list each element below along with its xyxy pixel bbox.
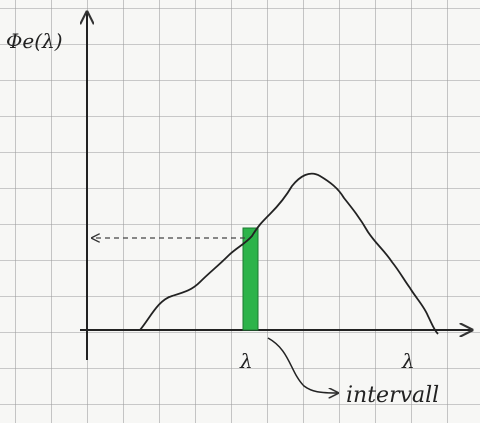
y-axis-label: Φe(λ) xyxy=(6,29,63,53)
annotation: intervall xyxy=(346,383,439,408)
x-axis-end-label: λ xyxy=(401,349,415,373)
x-marker-label: λ xyxy=(239,349,253,373)
sketch: Φe(λ) λ λ intervall xyxy=(0,0,480,423)
